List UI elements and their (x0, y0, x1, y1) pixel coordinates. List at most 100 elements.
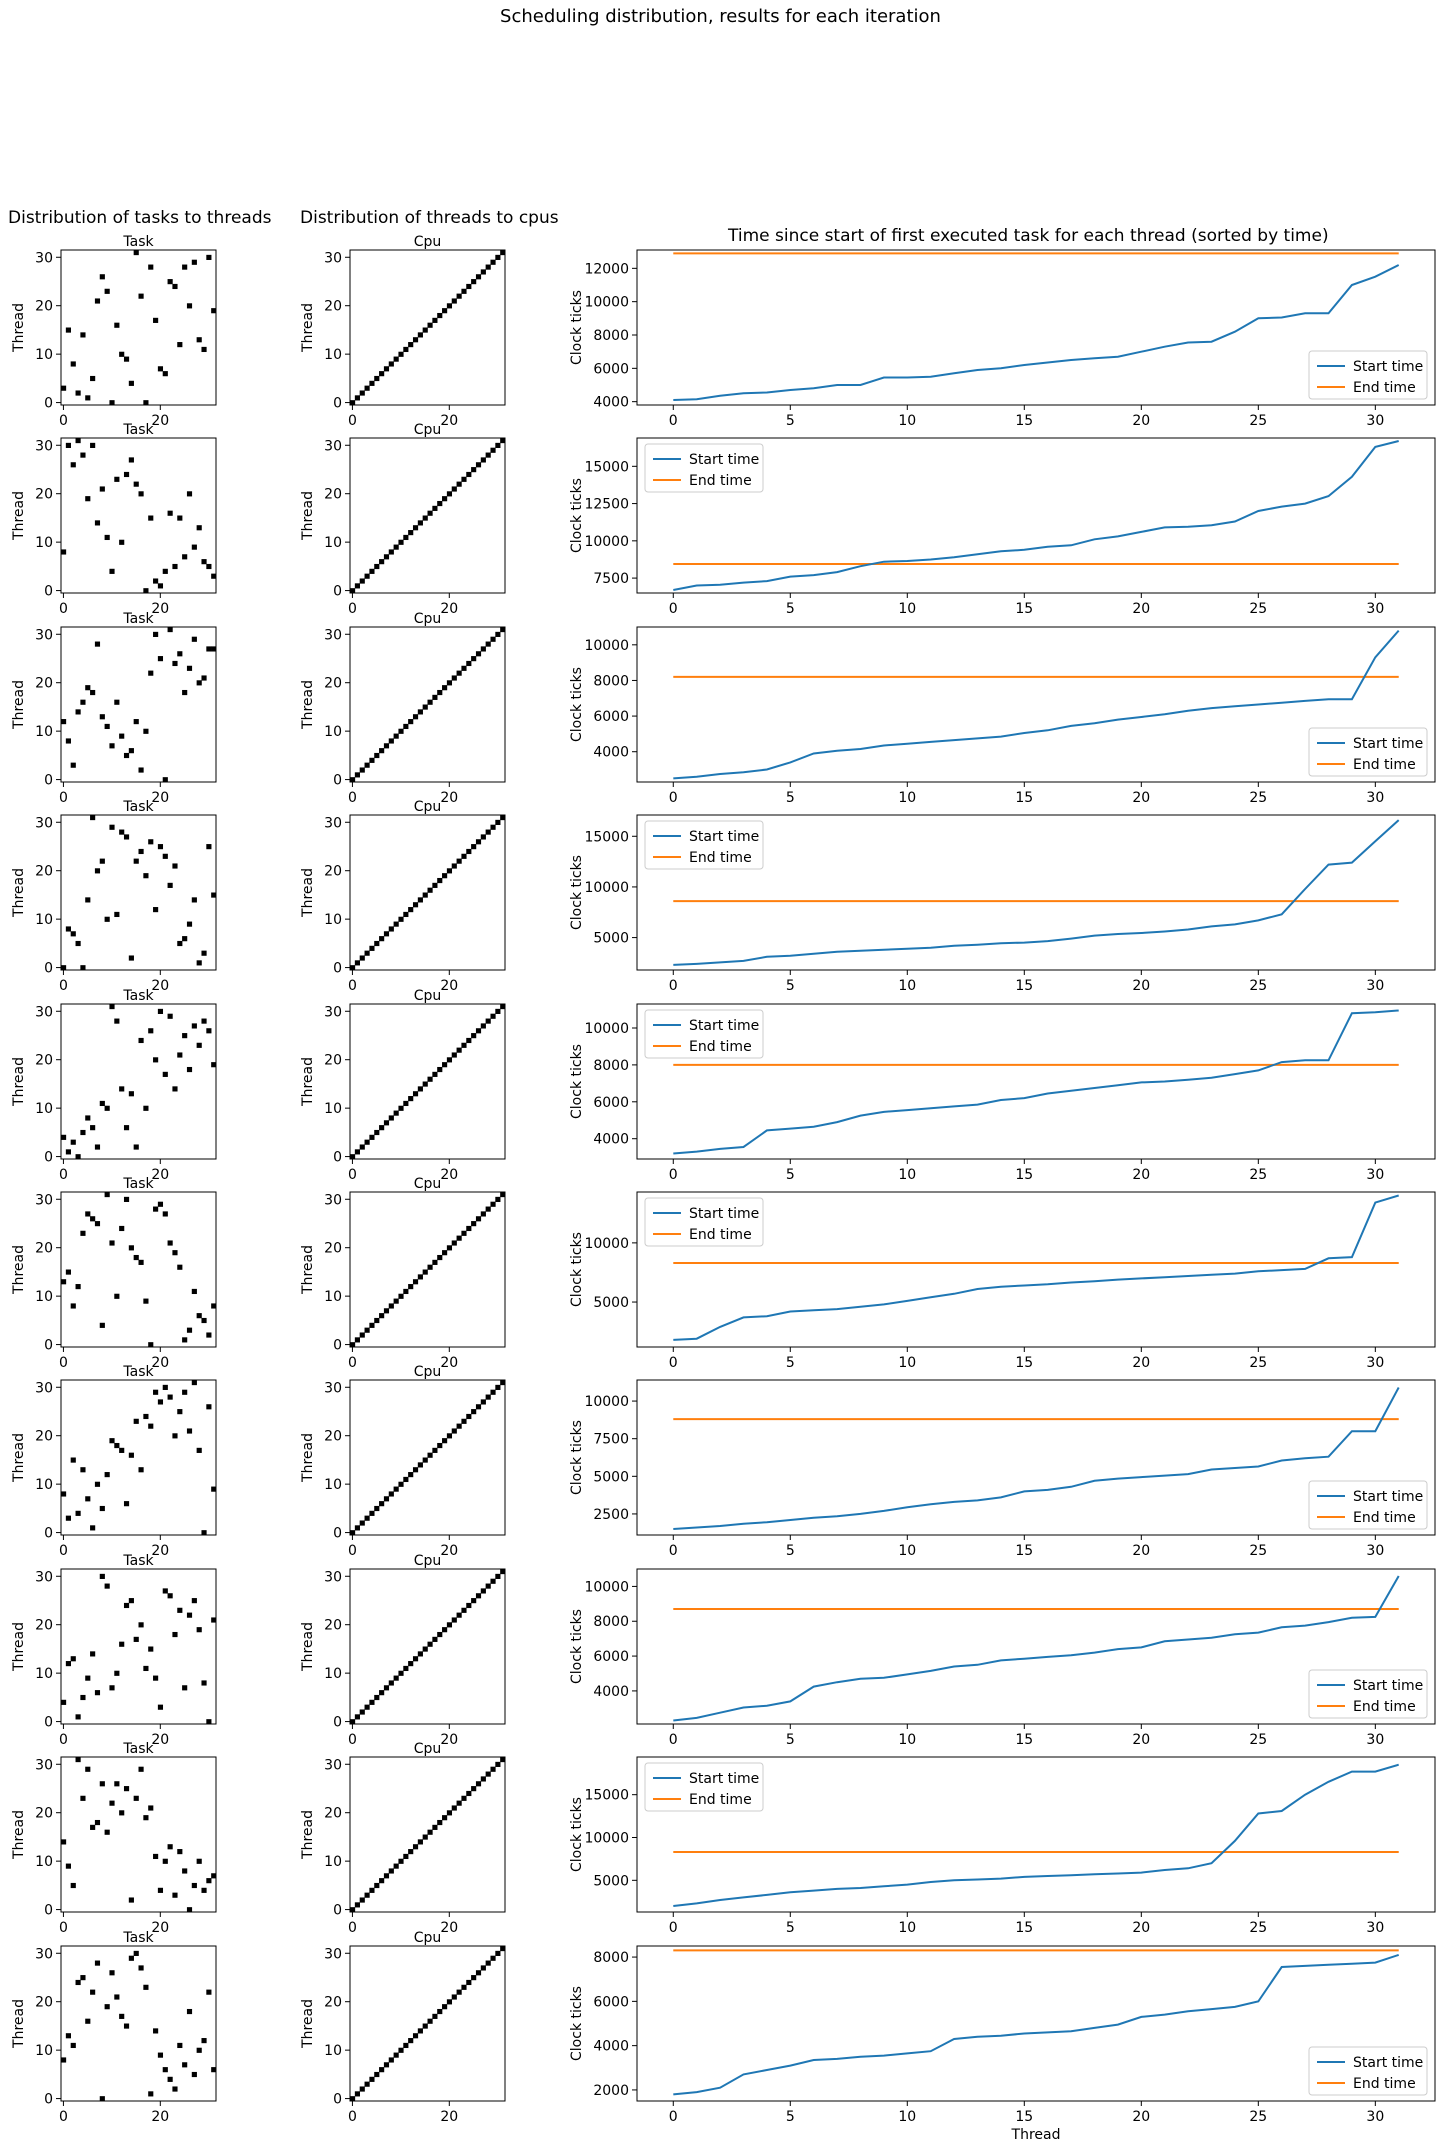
x-tick-label: 15 (1015, 1920, 1033, 1936)
x-tick-label: 0 (348, 1920, 357, 1936)
cpu-cell (408, 1472, 414, 1478)
task-cell (114, 1018, 120, 1024)
plot-area (636, 1568, 1436, 1725)
task-cell (143, 1105, 149, 1111)
task-cell (75, 1284, 81, 1290)
task-cell (109, 1240, 115, 1246)
cpu-cell (451, 1240, 457, 1246)
task-panel-0: Task 0 10 20 30 0 20 Thread (11, 234, 217, 429)
task-cell (133, 858, 139, 864)
task-cell (128, 457, 134, 463)
time-panel-4: 4000 6000 8000 10000 0 5 10 15 20 25 30 Clock ticks… (569, 1003, 1436, 1183)
x-tick-label: 20 (440, 1543, 458, 1559)
task-cell (148, 2091, 154, 2097)
task-cell (90, 815, 96, 821)
cpu-cell (485, 264, 491, 270)
cpu-cell (388, 1115, 394, 1121)
y-tick-label: 20 (35, 1806, 53, 1822)
cpu-cell (442, 1627, 448, 1633)
task-cell (182, 1685, 188, 1691)
figure-suptitle: Scheduling distribution, results for eac… (500, 6, 941, 27)
y-axis-label: Thread (11, 1245, 27, 1295)
cpu-cell (427, 1452, 433, 1458)
cpu-cell (388, 2057, 394, 2063)
task-cell (191, 1598, 197, 1604)
y-tick-label: 10000 (584, 1579, 629, 1595)
y-tick-label: 0 (333, 961, 342, 977)
cpu-cell (490, 259, 496, 265)
task-cell (196, 1042, 202, 1048)
cpu-cell (354, 395, 360, 401)
cpu-cell (369, 380, 375, 386)
task-cell (119, 1225, 125, 1232)
y-tick-label: 10 (324, 1854, 342, 1870)
cpu-cell (408, 1096, 414, 1102)
legend-end-label: End time (689, 473, 752, 489)
x-tick-label: 20 (440, 1355, 458, 1371)
cpu-cell (471, 467, 477, 473)
cpu-panel-0: Cpu 0 10 20 30 0 20 Thread (300, 234, 506, 429)
cpu-cell (471, 1409, 477, 1415)
cpu-cell (422, 892, 428, 898)
task-title: Task (122, 1553, 154, 1569)
task-cell (167, 510, 173, 516)
task-cell (128, 1452, 134, 1458)
task-frame (60, 1756, 217, 1913)
cpu-cell (495, 1950, 501, 1956)
task-title: Task (122, 1930, 154, 1946)
cpu-cell (456, 1800, 462, 1806)
task-title: Task (122, 988, 154, 1004)
cpu-cell (475, 274, 482, 280)
task-cell (114, 1293, 120, 1299)
cpu-cell (379, 559, 385, 565)
task-cell (162, 371, 168, 377)
task-cell (167, 1013, 173, 1019)
task-cell (94, 1960, 101, 1966)
x-tick-label: 0 (348, 601, 357, 617)
y-tick-label: 0 (333, 396, 342, 412)
cpu-cell (369, 757, 375, 763)
cpu-cell (466, 660, 472, 667)
y-tick-label: 4000 (593, 745, 629, 761)
task-cell (65, 442, 71, 448)
cpu-cell (490, 824, 496, 830)
task-cell (167, 882, 173, 888)
cpu-cell (461, 1795, 467, 1801)
cpu-cell (475, 1781, 482, 1787)
x-tick-label: 20 (151, 1355, 169, 1371)
cpu-cell (437, 312, 443, 319)
task-cell (148, 839, 154, 845)
x-tick-label: 20 (151, 1543, 169, 1559)
cpu-cell (442, 685, 448, 691)
cpu-cell (354, 2091, 360, 2097)
cpu-cell (427, 510, 433, 516)
y-tick-label: 6000 (593, 1994, 629, 2010)
cpu-cell (422, 1457, 428, 1463)
x-tick-label: 30 (1366, 790, 1384, 806)
task-cell (109, 1685, 115, 1691)
cpu-cell (369, 568, 375, 574)
cpu-cell (374, 2071, 380, 2078)
y-tick-label: 20 (324, 1995, 342, 2011)
x-tick-label: 0 (669, 1167, 678, 1183)
task-cell (119, 829, 125, 835)
cpu-cell (442, 1250, 448, 1256)
x-tick-label: 0 (59, 1732, 68, 1748)
y-axis-label: Thread (11, 1057, 27, 1107)
task-cell (162, 1384, 168, 1390)
task-cell (99, 486, 105, 492)
cpu-cell (408, 2038, 414, 2044)
cpu-cell (490, 1955, 496, 1961)
cpu-cell (379, 1690, 385, 1696)
cpu-cell (359, 1520, 365, 1526)
task-cell (191, 897, 197, 903)
cpu-cell (364, 1327, 370, 1333)
cpu-panel-9: Cpu 0 10 20 30 0 20 Thread (300, 1930, 506, 2125)
task-cell (157, 1704, 164, 1710)
task-cell (75, 709, 81, 715)
y-axis-label: Clock ticks (569, 1232, 585, 1307)
task-cell (61, 1279, 67, 1285)
x-tick-label: 0 (59, 2109, 68, 2125)
cpu-title: Cpu (414, 799, 442, 815)
legend-end-label: End time (689, 1227, 752, 1243)
